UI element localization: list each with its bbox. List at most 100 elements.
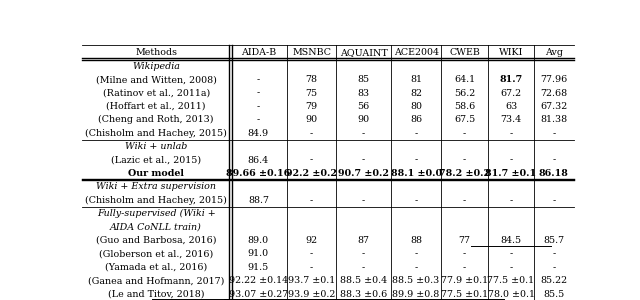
Text: 86.18: 86.18 xyxy=(539,169,569,178)
Text: MSNBC: MSNBC xyxy=(292,48,331,57)
Text: 93.07 ±0.27: 93.07 ±0.27 xyxy=(229,290,288,298)
Text: -: - xyxy=(552,155,556,164)
Text: 67.5: 67.5 xyxy=(454,116,476,124)
Text: (Chisholm and Hachey, 2015): (Chisholm and Hachey, 2015) xyxy=(85,129,227,138)
Text: -: - xyxy=(257,116,260,124)
Text: 89.66 ±0.16: 89.66 ±0.16 xyxy=(227,169,291,178)
Text: -: - xyxy=(415,129,418,138)
Text: -: - xyxy=(310,263,313,272)
Text: 77.9 ±0.1: 77.9 ±0.1 xyxy=(441,276,488,285)
Text: -: - xyxy=(362,196,365,205)
Text: -: - xyxy=(415,196,418,205)
Text: 67.32: 67.32 xyxy=(540,102,568,111)
Text: 90: 90 xyxy=(357,116,369,124)
Text: 92.2 ±0.2: 92.2 ±0.2 xyxy=(286,169,337,178)
Text: -: - xyxy=(509,155,513,164)
Text: -: - xyxy=(552,129,556,138)
Text: (Guo and Barbosa, 2016): (Guo and Barbosa, 2016) xyxy=(96,236,216,245)
Text: 86.4: 86.4 xyxy=(248,155,269,164)
Text: -: - xyxy=(257,75,260,84)
Text: -: - xyxy=(310,196,313,205)
Text: WIKI: WIKI xyxy=(499,48,524,57)
Text: (Ganea and Hofmann, 2017): (Ganea and Hofmann, 2017) xyxy=(88,276,225,285)
Text: -: - xyxy=(362,249,365,258)
Text: 63: 63 xyxy=(505,102,517,111)
Text: Wiki + Extra supervision: Wiki + Extra supervision xyxy=(96,182,216,191)
Text: 81.38: 81.38 xyxy=(540,116,568,124)
Text: 81.7: 81.7 xyxy=(499,75,523,84)
Text: AIDA CoNLL train): AIDA CoNLL train) xyxy=(110,223,202,232)
Text: -: - xyxy=(415,155,418,164)
Text: (Chisholm and Hachey, 2015): (Chisholm and Hachey, 2015) xyxy=(85,196,227,205)
Text: 83: 83 xyxy=(357,88,369,98)
Text: 85.7: 85.7 xyxy=(543,236,564,245)
Text: -: - xyxy=(257,102,260,111)
Text: 91.0: 91.0 xyxy=(248,249,269,258)
Text: 77.96: 77.96 xyxy=(540,75,568,84)
Text: -: - xyxy=(509,196,513,205)
Text: -: - xyxy=(552,196,556,205)
Text: 85.22: 85.22 xyxy=(540,276,568,285)
Text: 90.7 ±0.2: 90.7 ±0.2 xyxy=(338,169,389,178)
Text: 56.2: 56.2 xyxy=(454,88,476,98)
Text: (Milne and Witten, 2008): (Milne and Witten, 2008) xyxy=(96,75,216,84)
Text: -: - xyxy=(509,129,513,138)
Text: 88.5 ±0.4: 88.5 ±0.4 xyxy=(340,276,387,285)
Text: 92: 92 xyxy=(305,236,317,245)
Text: Wikipedia: Wikipedia xyxy=(132,62,180,71)
Text: Avg: Avg xyxy=(545,48,563,57)
Text: -: - xyxy=(415,263,418,272)
Text: 78.0 ±0.1: 78.0 ±0.1 xyxy=(488,290,534,298)
Text: 89.0: 89.0 xyxy=(248,236,269,245)
Text: Methods: Methods xyxy=(135,48,177,57)
Text: 88: 88 xyxy=(410,236,422,245)
Text: 82: 82 xyxy=(410,88,422,98)
Text: (Le and Titov, 2018): (Le and Titov, 2018) xyxy=(108,290,204,298)
Text: -: - xyxy=(310,155,313,164)
Text: -: - xyxy=(362,129,365,138)
Text: 93.9 ±0.2: 93.9 ±0.2 xyxy=(288,290,335,298)
Text: 85.5: 85.5 xyxy=(543,290,564,298)
Text: -: - xyxy=(463,196,467,205)
Text: AQUAINT: AQUAINT xyxy=(340,48,387,57)
Text: Wiki + unlab: Wiki + unlab xyxy=(125,142,188,151)
Text: -: - xyxy=(463,249,467,258)
Text: -: - xyxy=(509,263,513,272)
Text: 81.7 ±0.1: 81.7 ±0.1 xyxy=(486,169,536,178)
Text: 88.3 ±0.6: 88.3 ±0.6 xyxy=(340,290,387,298)
Text: (Globerson et al., 2016): (Globerson et al., 2016) xyxy=(99,249,213,258)
Text: 77: 77 xyxy=(459,236,470,245)
Text: 91.5: 91.5 xyxy=(248,263,269,272)
Text: 73.4: 73.4 xyxy=(500,116,522,124)
Text: 84.5: 84.5 xyxy=(500,236,522,245)
Text: 56: 56 xyxy=(357,102,369,111)
Text: (Cheng and Roth, 2013): (Cheng and Roth, 2013) xyxy=(99,115,214,124)
Text: -: - xyxy=(463,263,467,272)
Text: (Yamada et al., 2016): (Yamada et al., 2016) xyxy=(105,263,207,272)
Text: 93.7 ±0.1: 93.7 ±0.1 xyxy=(288,276,335,285)
Text: 58.6: 58.6 xyxy=(454,102,476,111)
Text: (Lazic et al., 2015): (Lazic et al., 2015) xyxy=(111,155,201,164)
Text: 79: 79 xyxy=(305,102,317,111)
Text: AIDA-B: AIDA-B xyxy=(241,48,276,57)
Text: 85: 85 xyxy=(357,75,369,84)
Text: 90: 90 xyxy=(305,116,317,124)
Text: -: - xyxy=(463,129,467,138)
Text: -: - xyxy=(257,88,260,98)
Text: 86: 86 xyxy=(410,116,422,124)
Text: -: - xyxy=(463,155,467,164)
Text: -: - xyxy=(310,129,313,138)
Text: 89.9 ±0.8: 89.9 ±0.8 xyxy=(392,290,440,298)
Text: 92.22 ±0.14: 92.22 ±0.14 xyxy=(229,276,288,285)
Text: Our model: Our model xyxy=(128,169,184,178)
Text: 88.1 ±0.0: 88.1 ±0.0 xyxy=(390,169,442,178)
Text: 88.7: 88.7 xyxy=(248,196,269,205)
Text: (Hoffart et al., 2011): (Hoffart et al., 2011) xyxy=(106,102,206,111)
Text: 72.68: 72.68 xyxy=(540,88,568,98)
Text: (Ratinov et al., 2011a): (Ratinov et al., 2011a) xyxy=(102,88,210,98)
Text: 77.5 ±0.1: 77.5 ±0.1 xyxy=(441,290,488,298)
Text: 67.2: 67.2 xyxy=(500,88,522,98)
Text: ACE2004: ACE2004 xyxy=(394,48,438,57)
Text: 78: 78 xyxy=(306,75,317,84)
Text: -: - xyxy=(362,155,365,164)
